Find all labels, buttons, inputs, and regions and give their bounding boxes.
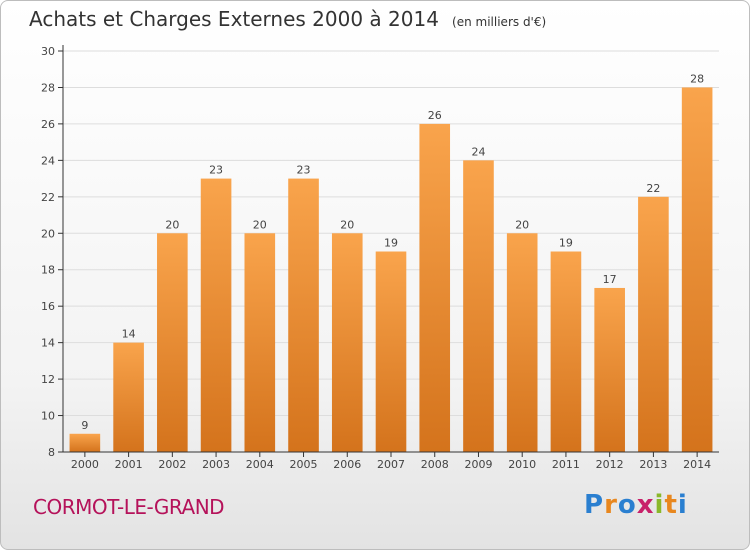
y-tick-label: 24 xyxy=(41,154,55,167)
y-tick-label: 20 xyxy=(41,227,55,240)
bar xyxy=(681,87,713,453)
bar-value-label: 17 xyxy=(603,273,617,286)
bar xyxy=(550,251,582,452)
bar xyxy=(375,251,407,452)
bar-value-label: 24 xyxy=(471,145,485,158)
town-name: CORMOT-LE-GRAND xyxy=(33,495,225,519)
bar-value-label: 28 xyxy=(690,72,704,85)
bar-value-label: 14 xyxy=(122,328,136,341)
bar-value-label: 20 xyxy=(253,218,267,231)
proxiti-logo: Proxiti xyxy=(584,490,688,520)
logo-letter: P xyxy=(584,490,605,520)
x-tick-label: 2002 xyxy=(158,458,186,471)
bar-value-label: 19 xyxy=(559,237,573,250)
chart-unit: (en milliers d'€) xyxy=(452,15,547,29)
x-tick-label: 2011 xyxy=(552,458,580,471)
bar-value-label: 23 xyxy=(297,164,311,177)
x-tick-label: 2014 xyxy=(683,458,711,471)
y-tick-label: 18 xyxy=(41,264,55,277)
bar xyxy=(463,160,494,452)
y-tick-label: 12 xyxy=(41,373,55,386)
title-row: Achats et Charges Externes 2000 à 2014 (… xyxy=(29,7,546,31)
bar-value-label: 19 xyxy=(384,237,398,250)
bar xyxy=(419,123,451,452)
y-tick-label: 26 xyxy=(41,118,55,131)
bar xyxy=(288,178,319,452)
bar xyxy=(69,433,101,452)
y-tick-label: 16 xyxy=(41,300,55,313)
bar xyxy=(506,233,538,452)
x-tick-label: 2009 xyxy=(464,458,492,471)
x-tick-label: 2010 xyxy=(508,458,536,471)
bar xyxy=(157,233,188,452)
bar-value-label: 22 xyxy=(646,182,660,195)
bar-value-label: 23 xyxy=(209,164,223,177)
logo-letter: x xyxy=(636,490,655,520)
bar xyxy=(113,342,144,452)
x-tick-label: 2001 xyxy=(115,458,143,471)
logo-letter: i xyxy=(654,490,665,520)
logo-letter: i xyxy=(677,490,688,520)
y-tick-label: 14 xyxy=(41,337,55,350)
y-tick-label: 28 xyxy=(41,81,55,94)
bar-value-label: 26 xyxy=(428,109,442,122)
bar xyxy=(638,196,669,452)
x-tick-label: 2003 xyxy=(202,458,230,471)
bar-value-label: 20 xyxy=(515,218,529,231)
x-tick-label: 2007 xyxy=(377,458,405,471)
bar-value-label: 20 xyxy=(340,218,354,231)
x-tick-label: 2008 xyxy=(421,458,449,471)
bar xyxy=(200,178,232,452)
y-tick-label: 30 xyxy=(41,45,55,58)
bar-value-label: 9 xyxy=(81,419,88,432)
x-tick-label: 2006 xyxy=(333,458,361,471)
logo-letter: o xyxy=(617,490,637,520)
y-tick-label: 10 xyxy=(41,410,55,423)
bar xyxy=(244,233,276,452)
chart-title: Achats et Charges Externes 2000 à 2014 xyxy=(29,7,439,31)
y-tick-label: 8 xyxy=(48,446,55,459)
x-tick-label: 2000 xyxy=(71,458,99,471)
logo-letter: t xyxy=(664,490,678,520)
x-tick-label: 2012 xyxy=(596,458,624,471)
bar xyxy=(331,233,363,452)
bar-value-label: 20 xyxy=(165,218,179,231)
x-tick-label: 2005 xyxy=(290,458,318,471)
logo-letter: r xyxy=(604,490,618,520)
x-tick-label: 2004 xyxy=(246,458,274,471)
y-tick-label: 22 xyxy=(41,191,55,204)
axis-layer: 8 10 12 14 16 18 20 22 24 26 28 30 2000 2001 2002 2003 2… xyxy=(41,45,719,471)
bar xyxy=(594,287,625,452)
x-tick-label: 2013 xyxy=(639,458,667,471)
bars-layer: 9 14 20 23 20 23 20 19 26 24 20 19 17 22 28 xyxy=(69,72,713,453)
